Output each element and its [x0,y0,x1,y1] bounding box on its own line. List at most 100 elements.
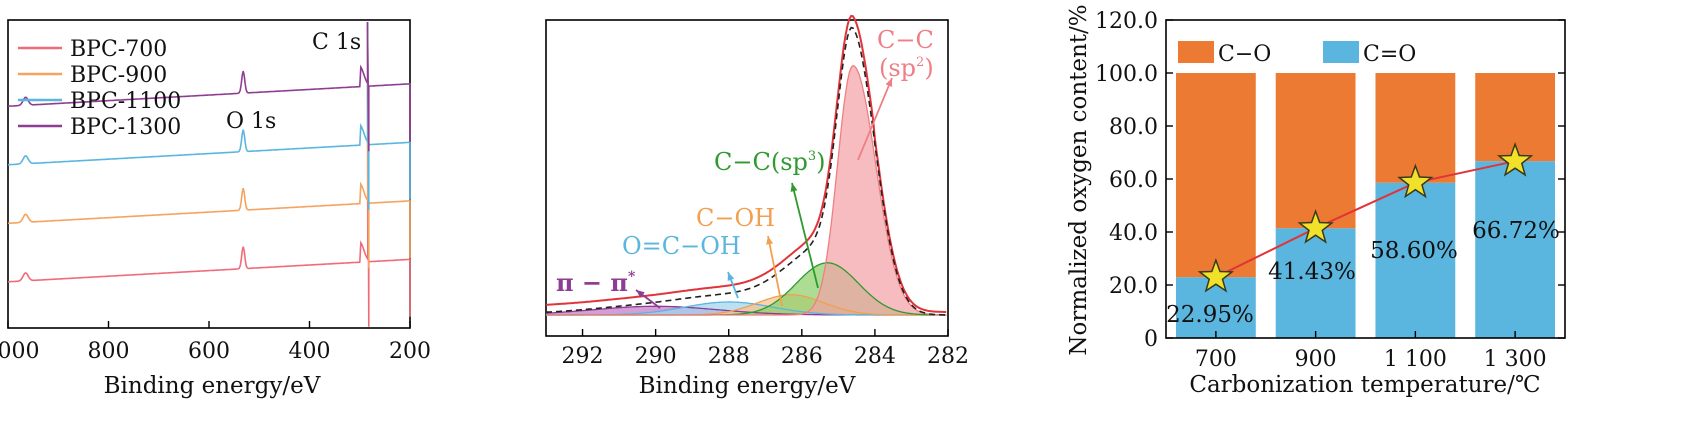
bar-c-double-o-0 [1175,277,1256,338]
c1s-x-ticks: 292 290 288 286 284 282 [562,329,969,369]
c1s-component-fill [546,294,948,315]
label-cc-sp2-sup: 2 [916,55,924,70]
peak-label-o1s: O 1s [226,109,276,134]
oxygen-x-axis-label: Carbonization temperature/℃ [1189,372,1540,398]
oxygen-y-tick-label: 20.0 [1109,274,1158,299]
oxygen-y-axis-label: Normalized oxygen content/% [1066,4,1092,355]
trend-star-marker-2 [1397,163,1434,199]
bar-c-single-o-1 [1275,73,1356,229]
legend-label-c-double-o: C=O [1363,42,1416,67]
trend-star-marker-0 [1197,258,1235,293]
data-label-2: 58.60% [1370,238,1458,264]
trend-line [1215,160,1516,279]
arrow-sp2-head [885,78,893,87]
trend-star-marker-1 [1297,209,1334,244]
label-cc-sp3-sup: 3 [808,149,816,164]
arrow-ocoh-head [727,272,735,281]
bar-c-double-o-3 [1475,161,1556,338]
oxygen-content-panel: 0 20.0 40.0 60.0 80.0 100.0 120.0 700 900 1 100 1… [1066,4,1566,398]
legend-swatch-c-o [1178,41,1214,63]
survey-x-tick-label: 1 000 [0,339,39,364]
c1s-component-lines [545,14,947,316]
survey-plot-frame [7,19,411,329]
c1s-component-fill [546,65,948,315]
bar-c-double-o-1 [1275,228,1356,338]
label-pi-pi: π − π* [556,268,636,297]
c1s-fitted-line [545,26,947,316]
label-cc-sp2-close: ) [924,54,933,82]
oxygen-y-tick-label: 40.0 [1109,221,1158,246]
oxygen-y-tick-label: 120.0 [1095,9,1158,34]
survey-x-tick-label: 400 [289,339,331,364]
arrow-coh-head [766,236,774,245]
survey-spectrum-panel: 1 000 800 600 400 200 Binding energy/eV BPC-… [0,19,431,399]
survey-line-bpc-700 [7,21,411,327]
data-label-0: 22.95% [1166,302,1254,328]
c1s-component-labels: C−C(sp2)C−C(sp3)C−OHO=C−OHπ − π* [556,26,934,297]
survey-x-axis-label: Binding energy/eV [104,373,321,399]
legend-label-bpc-1100: BPC-1100 [70,89,181,114]
arrow-coh [767,235,783,307]
label-ocoh: O=C−OH [622,232,741,260]
c1s-x-tick-label: 292 [562,344,604,369]
bar-c-double-o-2 [1375,182,1456,338]
oxygen-trend [1197,142,1534,293]
oxygen-y-tick-label: 0 [1144,327,1158,352]
c1s-x-tick-label: 282 [927,344,969,369]
oxygen-x-tick-label: 1 300 [1484,347,1547,372]
arrow-sp2 [857,77,893,161]
peak-label-c1s: C 1s [312,30,361,55]
c1s-x-tick-label: 290 [635,344,677,369]
label-coh-main: C−OH [696,204,775,232]
c1s-x-tick-label: 288 [708,344,750,369]
oxygen-x-tick-label: 700 [1195,347,1237,372]
oxygen-y-tick-label: 60.0 [1109,168,1158,193]
label-cc-sp2-line2: (sp2) [879,54,934,82]
survey-x-tick-label: 200 [389,339,431,364]
c1s-x-axis-label: Binding energy/eV [639,373,856,399]
oxygen-x-tick-label: 900 [1295,347,1337,372]
oxygen-x-ticks: 700 900 1 100 1 300 [1195,331,1547,372]
survey-x-tick-label: 800 [88,339,130,364]
survey-line-bpc-1300 [8,21,411,152]
oxygen-legend: C−O C=O [1178,41,1416,67]
oxygen-data-labels: 22.95% 41.43% 58.60% 66.72% [1166,218,1560,328]
bar-c-single-o-0 [1175,73,1256,278]
label-cc-sp2-open: (sp [879,54,916,82]
label-cc-sp2-line1: C−C [877,26,934,54]
label-ocoh-main: O=C−OH [622,232,741,260]
data-label-3: 66.72% [1472,218,1560,244]
trend-star-marker-3 [1496,142,1534,177]
oxygen-y-tick-label: 100.0 [1095,62,1158,87]
legend-label-bpc-1300: BPC-1300 [70,115,181,140]
c1s-x-tick-label: 284 [854,344,896,369]
oxygen-bars [1175,73,1556,338]
label-coh: C−OH [696,204,775,232]
survey-x-tick-label: 600 [188,339,230,364]
legend-swatch-c-double-o [1323,41,1359,63]
oxygen-y-tick-label: 80.0 [1109,115,1158,140]
legend-label-bpc-900: BPC-900 [70,63,167,88]
c1s-spectrum-panel: C−C(sp2)C−C(sp3)C−OHO=C−OHπ − π* 292 290 2… [545,14,969,399]
survey-curves [7,21,411,327]
c1s-plot-frame [545,19,949,337]
arrow-sp3 [791,182,819,289]
survey-line-bpc-900 [7,21,411,269]
label-cc-sp3-close: ) [816,148,825,176]
label-cc-sp3-main: C−C(sp [714,148,808,176]
survey-peak-labels: C 1s O 1s [226,30,361,134]
c1s-component-line [546,64,947,316]
arrow-sp3-head [790,183,798,192]
c1s-annotation-arrows [635,77,893,309]
label-pi-pi-sup: * [628,269,636,285]
arrow-pipi-head [636,290,645,298]
label-pi-pi-main: π − π [556,268,628,297]
c1s-x-tick-label: 286 [781,344,823,369]
survey-x-ticks: 1 000 800 600 400 200 [0,321,431,364]
survey-line-bpc-1100 [7,21,411,210]
oxygen-y-ticks: 0 20.0 40.0 60.0 80.0 100.0 120.0 [1095,9,1565,352]
data-label-1: 41.43% [1268,259,1356,285]
legend-label-bpc-700: BPC-700 [70,37,167,62]
